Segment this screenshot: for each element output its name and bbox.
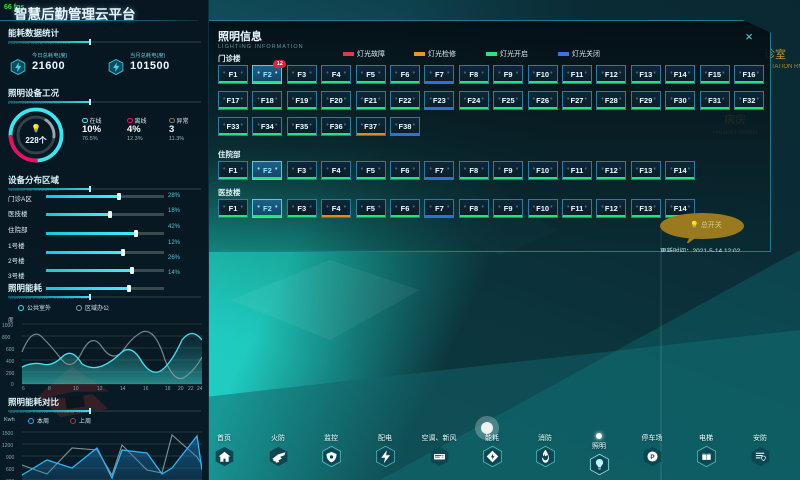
svg-text:1000: 1000 bbox=[2, 323, 13, 329]
svg-text:400: 400 bbox=[6, 359, 15, 365]
svg-text:600: 600 bbox=[6, 347, 15, 353]
svg-text:10: 10 bbox=[73, 386, 79, 390]
svg-text:22: 22 bbox=[188, 386, 194, 390]
svg-text:600: 600 bbox=[6, 467, 15, 473]
svg-text:16: 16 bbox=[143, 386, 149, 390]
svg-text:900: 900 bbox=[6, 455, 15, 461]
svg-text:6: 6 bbox=[22, 386, 25, 390]
svg-text:1500: 1500 bbox=[2, 431, 13, 437]
svg-text:14: 14 bbox=[120, 386, 126, 390]
svg-text:200: 200 bbox=[6, 371, 15, 377]
svg-text:800: 800 bbox=[2, 335, 11, 341]
svg-text:0: 0 bbox=[11, 382, 14, 388]
svg-text:12: 12 bbox=[97, 386, 103, 390]
svg-text:24: 24 bbox=[197, 386, 202, 390]
svg-text:8: 8 bbox=[48, 386, 51, 390]
svg-text:20: 20 bbox=[178, 386, 184, 390]
svg-text:1200: 1200 bbox=[2, 443, 13, 449]
svg-text:18: 18 bbox=[165, 386, 171, 390]
svg-text:P: P bbox=[650, 454, 654, 461]
